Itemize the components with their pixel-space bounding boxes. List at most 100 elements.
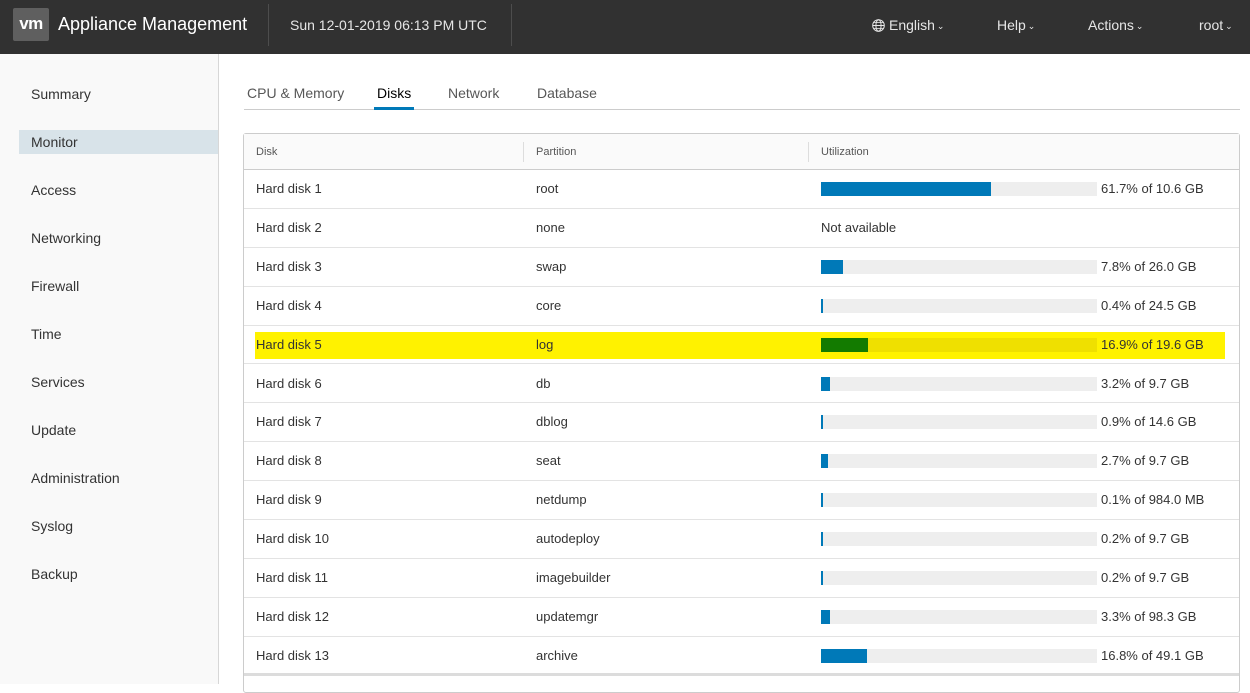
utilization-bar — [821, 182, 1097, 196]
table-row[interactable]: Hard disk 7 dblog 0.9% of 14.6 GB — [244, 403, 1239, 443]
monitor-tabs: CPU & Memory Disks Network Database — [244, 83, 1240, 110]
column-separator[interactable] — [808, 142, 809, 162]
utilization-text: 0.2% of 9.7 GB — [1101, 531, 1190, 547]
disk-name-cell: Hard disk 2 — [256, 219, 322, 235]
column-separator[interactable] — [523, 142, 524, 162]
sidebar-item-administration[interactable]: Administration — [31, 470, 120, 486]
utilization-text: 0.9% of 14.6 GB — [1101, 414, 1197, 430]
actions-label: Actions — [1088, 17, 1134, 33]
sidebar-item-services[interactable]: Services — [31, 374, 85, 390]
disk-name-cell: Hard disk 1 — [256, 181, 322, 196]
disk-name-cell: Hard disk 11 — [256, 570, 329, 585]
help-label: Help — [997, 17, 1026, 33]
table-row[interactable]: Hard disk 10 autodeploy 0.2% of 9.7 GB — [244, 520, 1239, 559]
disk-name-cell: Hard disk 6 — [256, 375, 322, 391]
table-row[interactable]: Hard disk 8 seat 2.7% of 9.7 GB — [244, 442, 1239, 482]
partition-cell: none — [536, 219, 565, 235]
help-menu[interactable]: Help ⌄ — [997, 17, 1035, 33]
table-row[interactable]: Hard disk 1 root 61.7% of 10.6 GB — [244, 170, 1239, 209]
tab-cpu-memory[interactable]: CPU & Memory — [247, 85, 345, 101]
sidebar-item-syslog[interactable]: Syslog — [31, 518, 74, 534]
utilization-text: 0.2% of 9.7 GB — [1101, 570, 1190, 585]
utilization-bar-fill — [821, 454, 829, 469]
utilization-bar-fill — [821, 298, 823, 313]
utilization-bar-fill — [821, 571, 823, 585]
language-menu[interactable]: English ⌄ — [872, 17, 944, 33]
utilization-bar — [821, 376, 1097, 391]
app-header: vm Appliance Management Sun 12-01-2019 0… — [0, 0, 1250, 54]
utilization-bar — [821, 571, 1097, 585]
globe-icon — [872, 19, 885, 32]
sidebar-nav: Summary Monitor Access Networking Firewall Ti… — [0, 54, 219, 684]
disk-name-cell: Hard disk 7 — [256, 414, 322, 430]
utilization-text: 3.2% of 9.7 GB — [1101, 375, 1190, 391]
header-divider — [511, 4, 512, 46]
utilization-text: 16.9% of 19.6 GB — [1101, 336, 1204, 352]
table-row[interactable]: Hard disk 12 updatemgr 3.3% of 98.3 GB — [244, 598, 1239, 637]
table-footer-edge — [244, 673, 1239, 676]
utilization-bar — [821, 415, 1097, 430]
sidebar-item-time[interactable]: Time — [31, 326, 62, 342]
datetime-display: Sun 12-01-2019 06:13 PM UTC — [290, 17, 487, 33]
utilization-bar-fill — [821, 648, 868, 663]
table-row[interactable]: Hard disk 11 imagebuilder 0.2% of 9.7 GB — [244, 559, 1239, 598]
disk-name-cell: Hard disk 8 — [256, 453, 322, 469]
chevron-down-icon: ⌄ — [1135, 21, 1144, 31]
partition-cell: root — [536, 181, 559, 196]
disk-name-cell: Hard disk 5 — [256, 336, 322, 352]
sidebar-item-update[interactable]: Update — [31, 422, 77, 438]
table-row[interactable]: Hard disk 2 none Not available — [244, 209, 1239, 248]
table-row[interactable]: Hard disk 6 db 3.2% of 9.7 GB — [244, 365, 1239, 404]
partition-cell: netdump — [536, 492, 587, 508]
column-header-utilization[interactable]: Utilization — [821, 146, 869, 158]
sidebar-item-summary[interactable]: Summary — [31, 86, 91, 102]
tab-database[interactable]: Database — [537, 85, 597, 101]
table-row[interactable]: Hard disk 5 log 16.9% of 19.6 GB — [244, 326, 1239, 365]
table-row[interactable]: Hard disk 13 archive 16.8% of 49.1 GB — [244, 637, 1239, 676]
utilization-bar-fill — [821, 337, 868, 352]
chevron-down-icon: ⌄ — [936, 21, 945, 31]
partition-cell: db — [536, 375, 551, 391]
utilization-bar-fill — [821, 376, 830, 391]
utilization-bar — [821, 298, 1097, 313]
disk-name-cell: Hard disk 12 — [256, 608, 329, 624]
chevron-down-icon: ⌄ — [1027, 21, 1036, 31]
table-row[interactable]: Hard disk 3 swap 7.8% of 26.0 GB — [244, 248, 1239, 287]
partition-cell: dblog — [536, 414, 568, 430]
utilization-bar-fill — [821, 415, 824, 430]
partition-cell: seat — [536, 453, 561, 469]
sidebar-item-access[interactable]: Access — [31, 182, 77, 198]
partition-cell: updatemgr — [536, 608, 599, 624]
column-header-partition[interactable]: Partition — [536, 146, 577, 158]
utilization-text: 16.8% of 49.1 GB — [1101, 647, 1204, 663]
app-title: Appliance Management — [58, 14, 248, 34]
actions-menu[interactable]: Actions ⌄ — [1088, 17, 1143, 33]
column-header-disk[interactable]: Disk — [256, 146, 278, 158]
tab-disks[interactable]: Disks — [374, 83, 415, 110]
sidebar-item-firewall[interactable]: Firewall — [31, 278, 80, 294]
partition-cell: core — [536, 297, 562, 313]
utilization-unavailable-text: Not available — [821, 219, 897, 235]
user-label: root — [1199, 17, 1224, 33]
chevron-down-icon: ⌄ — [1225, 21, 1233, 31]
utilization-bar — [821, 532, 1097, 547]
sidebar-item-monitor[interactable]: Monitor — [19, 130, 218, 154]
partition-cell: swap — [536, 258, 567, 274]
utilization-bar — [821, 337, 1097, 352]
disk-name-cell: Hard disk 13 — [256, 647, 329, 663]
table-row[interactable]: Hard disk 9 netdump 0.1% of 984.0 MB — [244, 481, 1239, 521]
utilization-text: 3.3% of 98.3 GB — [1101, 608, 1197, 624]
utilization-bar — [821, 648, 1097, 663]
utilization-bar — [821, 259, 1097, 274]
utilization-bar-fill — [821, 609, 831, 624]
sidebar-item-backup[interactable]: Backup — [31, 566, 78, 582]
utilization-bar — [821, 493, 1097, 508]
utilization-text: 2.7% of 9.7 GB — [1101, 453, 1190, 469]
user-menu[interactable]: root ⌄ — [1199, 17, 1233, 33]
table-row[interactable]: Hard disk 4 core 0.4% of 24.5 GB — [244, 287, 1239, 326]
table-header: Disk Partition Utilization — [244, 134, 1239, 170]
tab-network[interactable]: Network — [448, 85, 500, 101]
sidebar-item-networking[interactable]: Networking — [31, 230, 102, 246]
partition-cell: archive — [536, 647, 578, 663]
utilization-bar — [821, 454, 1097, 469]
